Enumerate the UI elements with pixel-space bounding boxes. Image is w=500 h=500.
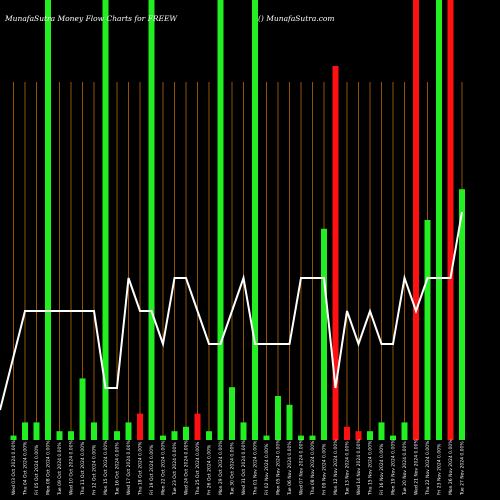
money-flow-bar <box>459 189 465 440</box>
x-tick-label: Thu 04 Oct 2024 0.00% <box>23 441 29 496</box>
x-tick-label: Tue 16 Oct 2024 0.00% <box>115 442 121 496</box>
money-flow-bar <box>378 422 385 440</box>
money-flow-bar <box>33 422 40 440</box>
x-tick-label: Fri 05 Oct 2024 0.00% <box>34 444 40 495</box>
x-tick-label: Fri 19 Oct 2024 0.00% <box>149 444 155 495</box>
x-tick-label: Thu 01 Nov 2024 0.00% <box>253 440 259 496</box>
money-flow-bar <box>229 387 235 440</box>
x-tick-label: Tue 27 Nov 2024 0.00% <box>460 441 466 496</box>
x-tick-label: Mon 26 Nov 2024 0.00% <box>448 439 454 495</box>
money-flow-bar <box>321 228 327 440</box>
x-tick-label: Fri 23 Nov 2024 0.00% <box>437 443 443 495</box>
money-flow-bar <box>22 422 28 440</box>
price-line <box>0 211 463 411</box>
x-tick-label: Wed 07 Nov 2024 0.00% <box>299 438 305 495</box>
x-tick-label: Fri 12 Oct 2024 0.00% <box>92 444 98 495</box>
x-tick-label: Mon 08 Oct 2024 0.00% <box>46 440 52 495</box>
x-tick-label: Tue 06 Nov 2024 0.00% <box>287 441 293 496</box>
x-tick-label: Thu 25 Oct 2024 0.00% <box>195 441 201 496</box>
money-flow-bar <box>240 422 247 440</box>
x-tick-label: Tue 09 Oct 2024 0.00% <box>57 442 63 496</box>
chart-title-right: () MunafaSutra.com <box>258 14 335 23</box>
money-flow-bar <box>125 422 132 440</box>
x-tick-label: Thu 15 Nov 2024 0.00% <box>368 440 374 496</box>
x-tick-label: Thu 08 Nov 2024 0.00% <box>310 440 316 496</box>
x-tick-label: Thu 18 Oct 2024 0.00% <box>138 441 144 496</box>
money-flow-bar <box>194 413 201 440</box>
money-flow-bar <box>252 0 258 440</box>
x-tick-label: Wed 03 Oct 2024 0.00% <box>11 439 17 495</box>
x-tick-label: Fri 16 Nov 2024 0.00% <box>379 443 385 495</box>
money-flow-bar <box>68 431 74 440</box>
money-flow-bar <box>171 431 178 440</box>
x-tick-label: Tue 13 Nov 2024 0.00% <box>345 441 351 496</box>
money-flow-bar <box>401 422 408 440</box>
x-tick-label: Wed 14 Nov 2024 0.00% <box>356 438 362 495</box>
money-flow-bar <box>137 413 143 440</box>
x-tick-label: Mon 12 Nov 2024 0.00% <box>333 439 339 495</box>
x-tick-label: Fri 26 Oct 2024 0.00% <box>207 444 213 495</box>
money-flow-bar <box>286 404 293 440</box>
money-flow-bar <box>206 431 212 440</box>
x-tick-label: Fri 09 Nov 2024 0.00% <box>322 443 328 495</box>
money-flow-bar <box>275 396 281 440</box>
money-flow-bar <box>160 435 166 440</box>
chart-title-left: MunafaSutra Money Flow Charts for FREEW <box>4 14 178 23</box>
money-flow-bar <box>367 431 373 440</box>
money-flow-bar <box>217 0 224 440</box>
money-flow-bar <box>332 66 339 440</box>
x-tick-label: Wed 10 Oct 2024 0.00% <box>69 439 75 495</box>
x-tick-label: Mon 19 Nov 2024 0.00% <box>391 439 397 495</box>
money-flow-bar <box>344 426 350 440</box>
money-flow-bar <box>355 431 362 440</box>
money-flow-bars <box>10 0 465 440</box>
x-tick-label: Tue 20 Nov 2024 0.00% <box>402 441 408 496</box>
x-tick-label: Mon 22 Oct 2024 0.00% <box>161 440 167 495</box>
money-flow-bar <box>91 422 97 440</box>
money-flow-bar <box>148 0 155 440</box>
money-flow-bar <box>263 435 270 440</box>
money-flow-bar <box>102 0 109 440</box>
x-tick-label: Wed 31 Oct 2024 0.00% <box>241 439 247 495</box>
x-tick-label: Tue 30 Oct 2024 0.00% <box>230 442 236 496</box>
money-flow-bar <box>183 426 189 440</box>
money-flow-bar <box>447 0 454 440</box>
x-tick-label: Wed 17 Oct 2024 0.00% <box>126 439 132 495</box>
money-flow-bar <box>79 378 86 440</box>
money-flow-bar <box>436 0 442 440</box>
money-flow-bar <box>114 431 120 440</box>
money-flow-bar <box>413 0 419 440</box>
money-flow-bar <box>10 435 17 440</box>
money-flow-bar <box>298 435 304 440</box>
x-tick-label: Mon 29 Oct 2024 0.00% <box>218 440 224 495</box>
money-flow-bar <box>56 431 63 440</box>
x-tick-label: Fri 02 Nov 2024 0.00% <box>264 443 270 495</box>
money-flow-bar <box>424 220 431 440</box>
x-tick-label: Wed 21 Nov 2024 0.00% <box>414 438 420 495</box>
money-flow-bar <box>45 0 51 440</box>
x-tick-label: Mon 15 Oct 2024 0.00% <box>103 440 109 495</box>
money-flow-bar <box>390 435 396 440</box>
x-tick-label: Thu 11 Oct 2024 0.00% <box>80 441 86 496</box>
money-flow-bar <box>309 435 316 440</box>
x-tick-label: Thu 22 Nov 2024 0.00% <box>425 440 431 496</box>
price-line-path <box>0 211 463 411</box>
x-tick-label: Wed 24 Oct 2024 0.00% <box>184 439 190 495</box>
x-tick-label: Mon 05 Nov 2024 0.00% <box>276 439 282 495</box>
x-tick-label: Tue 23 Oct 2024 0.00% <box>172 442 178 496</box>
x-axis-tick-labels: Wed 03 Oct 2024 0.00% Thu 04 Oct 2024 0.0… <box>11 438 466 496</box>
